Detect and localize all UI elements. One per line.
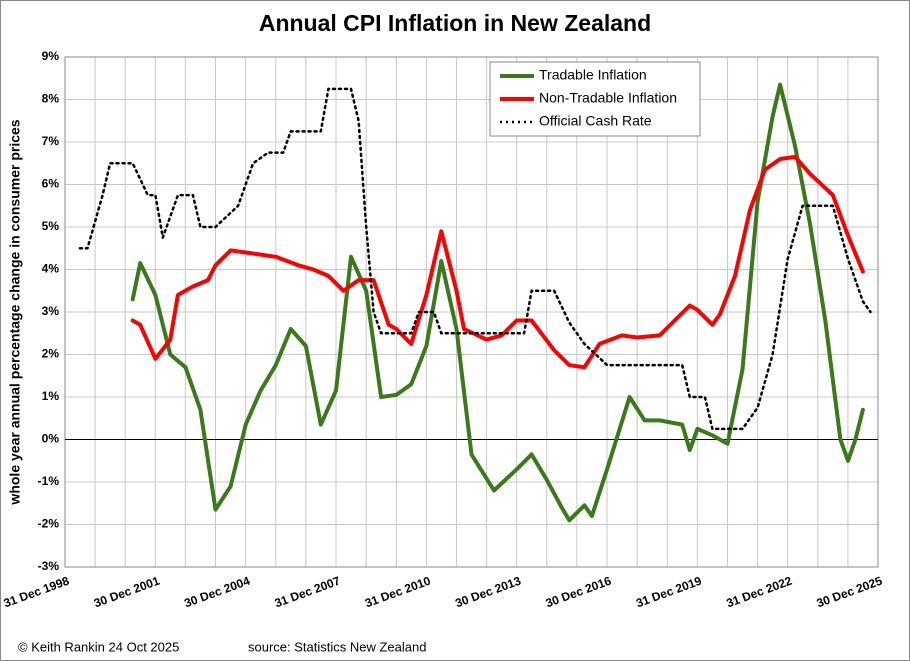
y-tick-label: 4% [42,262,60,276]
chart-title: Annual CPI Inflation in New Zealand [259,10,651,36]
y-tick-label: -1% [38,474,60,488]
y-tick-label: 9% [42,49,60,63]
series-line [130,82,865,523]
legend: Tradable Inflation Non-Tradable Inflation… [489,61,701,137]
y-tick-label: 2% [42,347,60,361]
y-axis-label: whole year annual percentage change in c… [7,119,23,505]
y-tick-label: -2% [38,517,60,531]
legend-label: Official Cash Rate [539,113,652,129]
y-tick-label: 3% [42,304,60,318]
y-tick-label: 5% [42,219,60,233]
series-line [78,87,872,431]
legend-label: Non-Tradable Inflation [539,90,677,106]
y-tick-label: 6% [42,177,60,191]
series-line [130,154,865,370]
y-tick-label: 8% [42,92,60,106]
plot-border [64,56,879,568]
y-tick-label: 0% [42,432,60,446]
y-tick-label: 1% [42,389,60,403]
footer-source: source: Statistics New Zealand [248,639,426,654]
y-tick-label: -3% [38,559,60,573]
y-tick-label: 7% [42,134,60,148]
footer-credit: © Keith Rankin 24 Oct 2025 [18,639,179,654]
legend-label: Tradable Inflation [539,67,647,83]
